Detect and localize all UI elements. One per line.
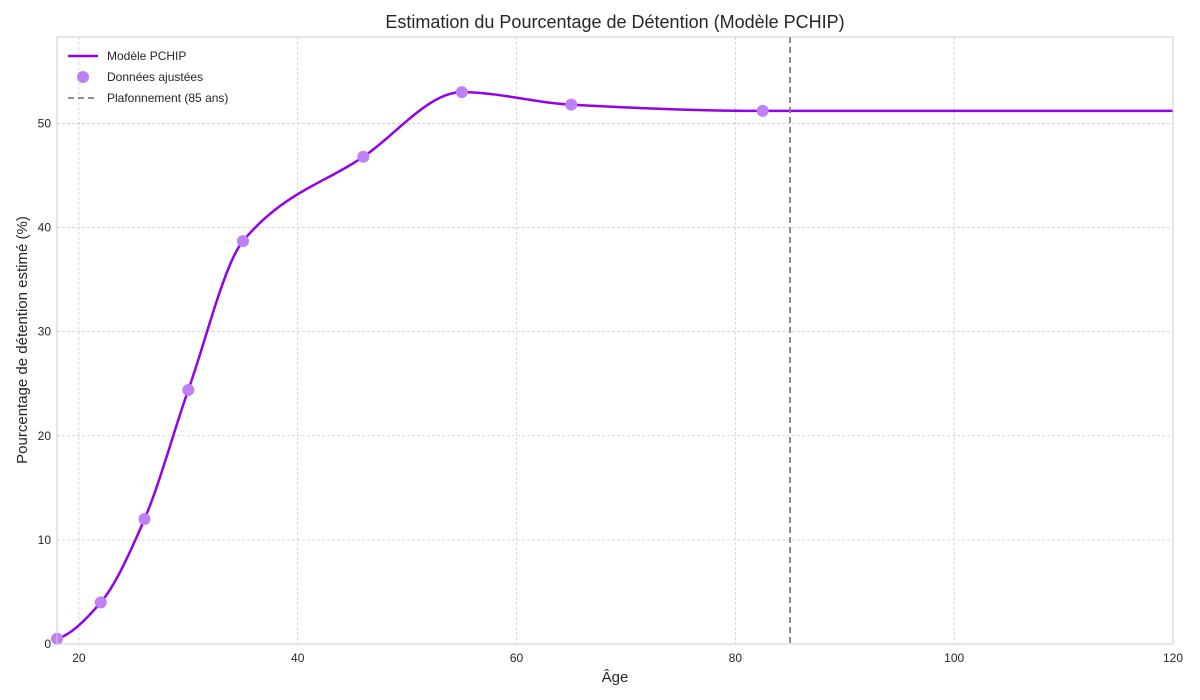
x-tick-label: 100 — [944, 651, 964, 665]
legend-marker-swatch — [77, 71, 89, 83]
y-tick-label: 20 — [38, 429, 52, 443]
data-layer — [51, 37, 1173, 645]
legend-label-model: Modèle PCHIP — [107, 49, 186, 63]
data-point — [565, 98, 578, 111]
y-tick-label: 10 — [38, 533, 52, 547]
legend: Modèle PCHIP Données ajustées Plafonneme… — [68, 49, 228, 105]
x-tick-label: 20 — [72, 651, 86, 665]
data-point — [138, 513, 151, 526]
y-axis-label: Pourcentage de détention estimé (%) — [14, 216, 31, 464]
y-tick-label: 40 — [38, 221, 52, 235]
legend-label-cap: Plafonnement (85 ans) — [107, 91, 228, 105]
data-point — [94, 596, 107, 609]
plot-frame — [56, 36, 1174, 645]
x-tick-label: 40 — [291, 651, 305, 665]
y-tick-label: 50 — [38, 116, 52, 130]
tick-labels: 20 40 60 80 100 120 0 10 20 30 40 50 — [38, 116, 1184, 665]
data-point — [237, 235, 249, 248]
data-point — [756, 104, 769, 117]
legend-label-data: Données ajustées — [107, 70, 203, 84]
x-tick-label: 120 — [1163, 651, 1183, 665]
y-tick-label: 0 — [44, 637, 51, 651]
data-point — [357, 150, 370, 163]
x-axis-label: Âge — [602, 669, 629, 686]
x-tick-label: 60 — [510, 651, 524, 665]
chart-title: Estimation du Pourcentage de Détention (… — [385, 12, 844, 32]
y-tick-label: 30 — [38, 325, 52, 339]
data-point — [455, 86, 468, 99]
x-tick-label: 80 — [729, 651, 743, 665]
plot-area — [57, 37, 1173, 644]
data-point — [182, 383, 195, 396]
